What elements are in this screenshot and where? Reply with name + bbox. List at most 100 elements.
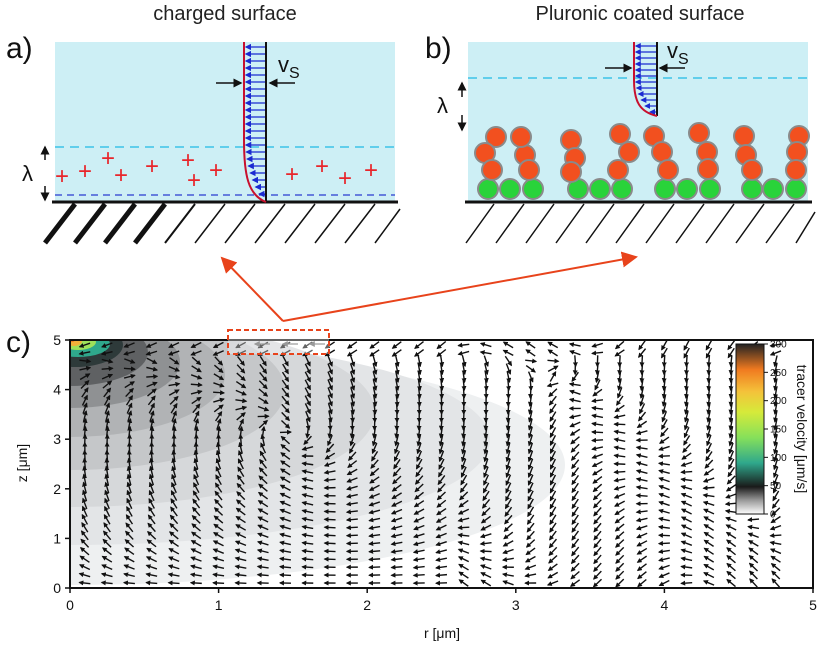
velocity-vector <box>213 364 224 373</box>
velocity-vector <box>501 572 514 578</box>
velocity-vector <box>257 508 269 515</box>
velocity-vector <box>304 387 311 399</box>
velocity-vector <box>592 483 603 493</box>
colorbar-tick-label: 100 <box>770 453 787 464</box>
velocity-vector <box>191 356 202 366</box>
velocity-vector <box>571 522 579 533</box>
velocity-vector <box>706 355 712 368</box>
velocity-vector <box>325 443 335 453</box>
velocity-vector <box>123 350 135 356</box>
velocity-vector <box>413 524 425 531</box>
velocity-vector <box>145 572 158 578</box>
velocity-vector <box>636 555 648 563</box>
velocity-vector <box>237 466 245 477</box>
velocity-vector <box>192 506 201 517</box>
velocity-vector <box>724 501 737 507</box>
ppo-block-bead <box>657 159 679 181</box>
velocity-vector <box>726 562 736 572</box>
velocity-vector <box>80 380 90 390</box>
velocity-vector <box>592 388 603 397</box>
velocity-vector <box>502 540 514 547</box>
velocity-vector <box>148 497 155 509</box>
peo-block-bead <box>499 178 521 200</box>
velocity-vector <box>213 523 224 532</box>
velocity-vector <box>525 364 536 373</box>
plus-sign: + <box>315 153 329 180</box>
velocity-vector <box>613 437 626 443</box>
peo-block-bead <box>522 178 544 200</box>
velocity-vector <box>236 412 246 421</box>
velocity-vector <box>726 475 736 485</box>
zoom-connector <box>220 251 638 322</box>
velocity-vector <box>213 397 225 403</box>
velocity-vector <box>301 485 314 490</box>
velocity-vector <box>104 457 110 470</box>
velocity-vector <box>505 363 512 375</box>
velocity-vector <box>658 500 670 507</box>
velocity-vector <box>680 469 693 475</box>
velocity-vector <box>458 563 469 571</box>
velocity-vector <box>145 580 158 586</box>
velocity-vector <box>78 350 91 356</box>
velocity-vector <box>414 483 424 493</box>
velocity-vector <box>123 572 135 578</box>
velocity-vector <box>415 458 423 470</box>
velocity-vector <box>258 380 268 390</box>
velocity-vector <box>237 418 244 430</box>
velocity-vector <box>79 555 90 563</box>
velocity-vector <box>680 492 693 499</box>
velocity-vector <box>259 450 267 462</box>
velocity-vector <box>104 489 110 502</box>
velocity-vector <box>170 498 178 509</box>
velocity-vector <box>412 556 425 562</box>
velocity-vector <box>215 466 222 478</box>
velocity-vector <box>480 572 492 579</box>
velocity-vector <box>615 546 625 556</box>
velocity-vector <box>458 571 469 579</box>
velocity-vector <box>771 507 781 517</box>
velocity-vector <box>82 473 88 486</box>
velocity-vector <box>435 532 447 539</box>
plus-sign: + <box>209 157 223 184</box>
velocity-vector <box>591 405 604 411</box>
velocity-vector <box>591 398 604 404</box>
velocity-vector <box>259 355 267 367</box>
velocity-vector <box>570 451 580 461</box>
velocity-vector <box>212 350 224 356</box>
velocity-vector <box>479 541 492 547</box>
velocity-vector <box>481 498 491 509</box>
plus-sign: + <box>101 145 115 172</box>
velocity-vector <box>658 572 670 578</box>
velocity-vector <box>169 514 179 525</box>
velocity-vector <box>439 355 445 368</box>
velocity-vector <box>304 371 311 383</box>
velocity-vector <box>503 531 514 540</box>
velocity-vector <box>727 347 735 359</box>
velocity-vector <box>527 506 535 518</box>
ppo-block-bead <box>733 125 755 147</box>
plus-sign: + <box>181 147 195 174</box>
velocity-vector <box>549 490 557 502</box>
velocity-vector <box>323 532 336 538</box>
velocity-vector <box>281 411 290 422</box>
velocity-vector <box>525 341 536 349</box>
velocity-vector <box>148 506 156 517</box>
velocity-vector <box>549 458 557 470</box>
velocity-vector <box>527 498 534 510</box>
velocity-vector <box>636 532 648 539</box>
velocity-vector <box>124 358 136 364</box>
velocity-vector <box>527 371 534 383</box>
velocity-vector <box>193 457 199 470</box>
velocity-vector <box>479 556 492 562</box>
velocity-vector <box>591 437 604 443</box>
velocity-vector <box>304 403 311 415</box>
velocity-vector <box>169 395 179 405</box>
velocity-vector <box>148 402 155 414</box>
ppo-block-bead <box>785 159 807 181</box>
velocity-vector <box>301 477 314 482</box>
velocity-vector <box>146 539 157 548</box>
connector-arrow-a <box>220 256 284 322</box>
velocity-vector <box>657 453 670 459</box>
velocity-vector <box>323 540 336 546</box>
velocity-vector <box>615 539 625 548</box>
